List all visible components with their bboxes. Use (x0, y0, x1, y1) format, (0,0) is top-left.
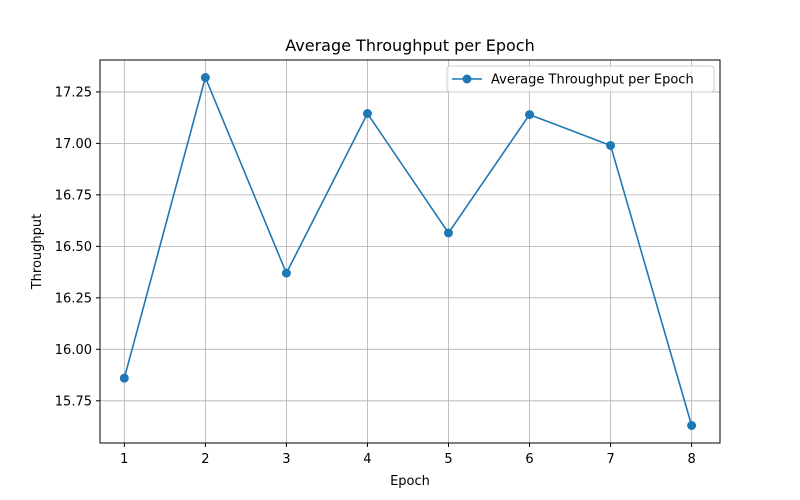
x-tick-label: 1 (120, 452, 128, 467)
y-tick-label: 17.25 (55, 85, 92, 100)
series-line (123, 76, 693, 426)
data-point (119, 373, 129, 383)
y-axis-label: Throughput (30, 214, 45, 291)
x-tick-label: 2 (201, 452, 209, 467)
chart-title: Average Throughput per Epoch (285, 36, 534, 55)
y-tick-label: 16.75 (55, 188, 92, 203)
data-point (687, 420, 697, 430)
y-tick-label: 16.50 (55, 240, 92, 255)
x-tick-label: 4 (363, 452, 371, 467)
data-point (443, 228, 453, 238)
y-tick-label: 15.75 (55, 394, 92, 409)
x-tick-label: 3 (282, 452, 290, 467)
y-tick-label: 16.25 (55, 291, 92, 306)
x-tick-label: 5 (444, 452, 452, 467)
legend-box (446, 65, 715, 93)
y-tick-label: 16.00 (55, 343, 92, 358)
data-point (606, 140, 616, 150)
x-tick-label: 7 (606, 452, 614, 467)
data-point (525, 110, 535, 120)
grid (100, 60, 720, 443)
data-point (362, 109, 372, 119)
axes-frame (99, 59, 721, 444)
x-tick-label: 6 (525, 452, 533, 467)
x-tick-label: 8 (687, 452, 695, 467)
legend-entry-label: Average Throughput per Epoch (491, 73, 694, 88)
legend: Average Throughput per Epoch (446, 65, 715, 93)
ticks: 1 2 3 4 5 6 7 8 15.75 16.00 16.25 16.50 16.75 17.00 17… (55, 85, 696, 467)
legend-marker-sample (462, 74, 472, 84)
data-point (281, 268, 291, 278)
series-layer (119, 73, 697, 430)
y-tick-label: 17.00 (55, 137, 92, 152)
data-point (200, 73, 210, 83)
x-axis-label: Epoch (390, 474, 430, 489)
